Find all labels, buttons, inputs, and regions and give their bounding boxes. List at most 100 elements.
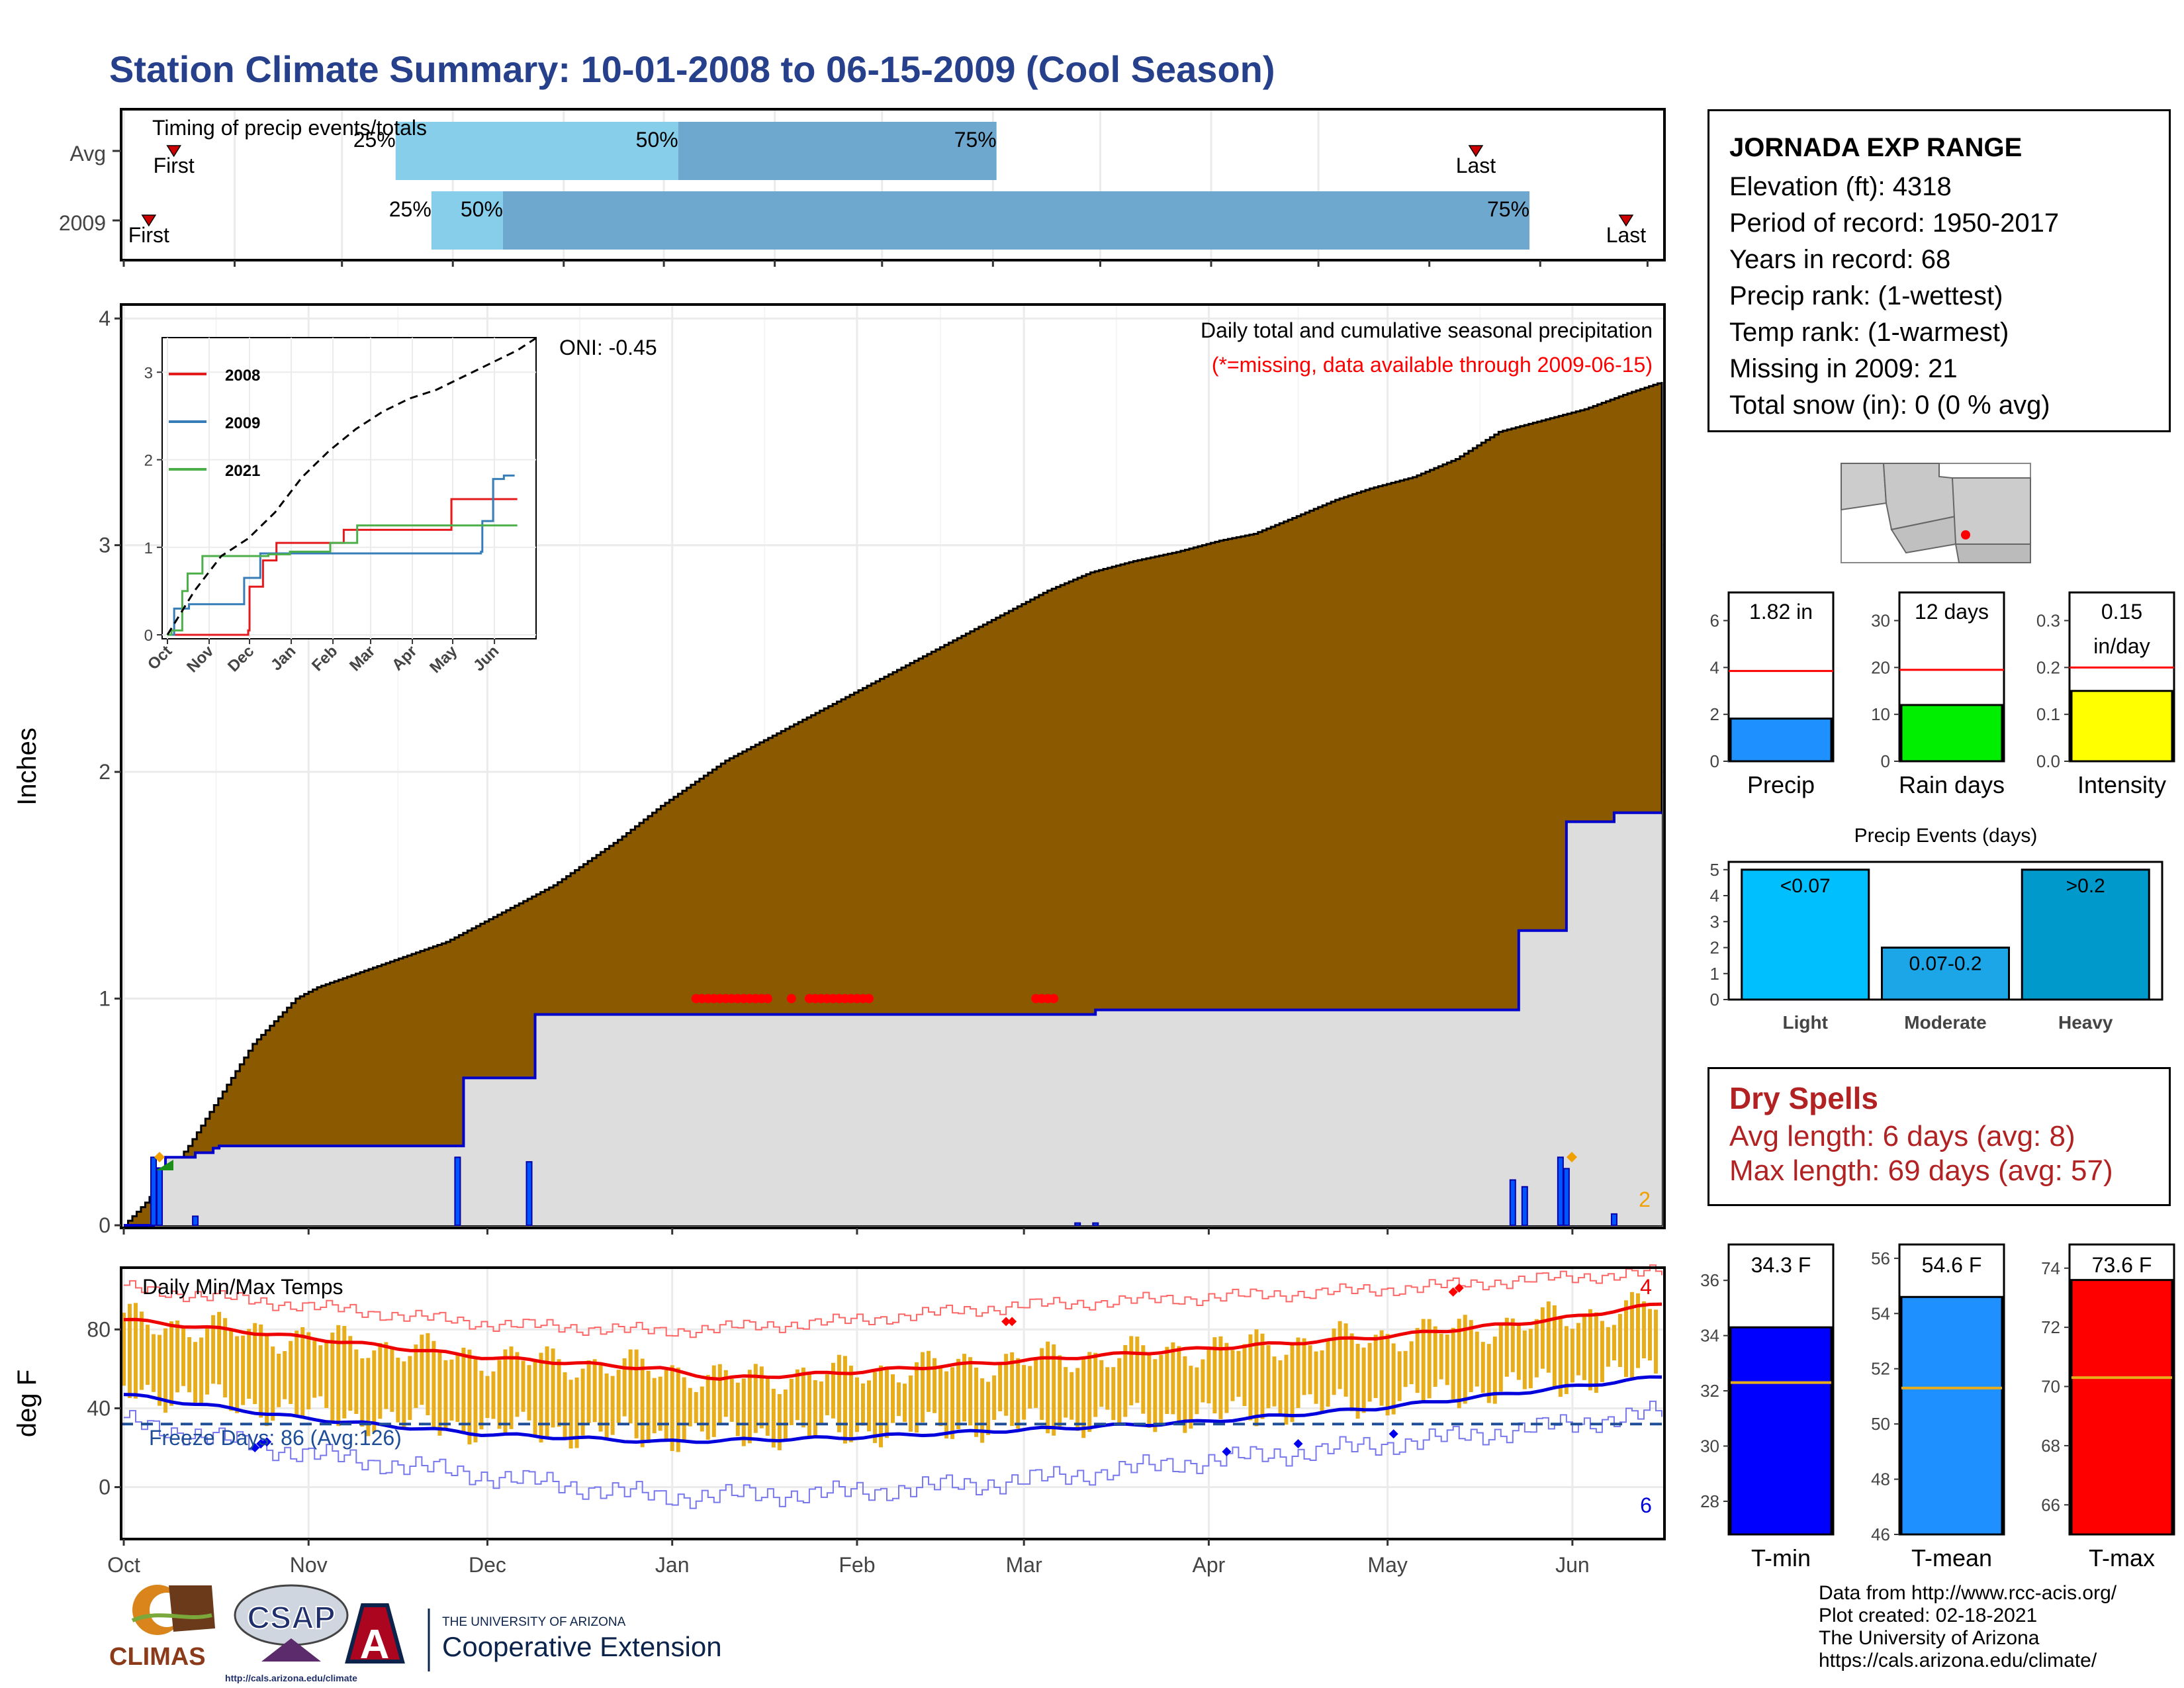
temp-summary-bar — [2070, 1279, 2173, 1536]
y-tick-label: 0 — [1710, 990, 1719, 1009]
daily-temp-bar — [747, 1370, 752, 1444]
daily-temp-bar — [378, 1342, 383, 1419]
daily-temp-bar — [580, 1368, 585, 1436]
daily-temp-bar — [390, 1348, 394, 1412]
daily-temp-bar — [1564, 1326, 1569, 1394]
daily-temp-bar — [1212, 1337, 1217, 1414]
daily-temp-bar — [527, 1365, 531, 1421]
daily-temp-bar — [414, 1344, 418, 1409]
daily-temp-bar — [122, 1313, 126, 1386]
p75-label: 75% — [954, 128, 997, 152]
daily-temp-bar — [1260, 1333, 1265, 1419]
daily-temp-bar — [461, 1347, 466, 1434]
daily-temp-bar — [551, 1348, 555, 1428]
daily-temp-bar — [1594, 1312, 1598, 1393]
y-tick-label: 48 — [1871, 1470, 1890, 1489]
temp-summary-value: 34.3 F — [1751, 1253, 1811, 1277]
daily-temp-bar — [1046, 1341, 1050, 1434]
daily-temp-bar — [1004, 1354, 1009, 1416]
daily-temp-bar — [211, 1315, 216, 1384]
event-category: Heavy — [2058, 1012, 2113, 1033]
daily-temp-bar — [765, 1377, 770, 1436]
daily-temp-bar — [563, 1372, 567, 1438]
daily-temp-bar — [700, 1386, 704, 1432]
daily-temp-bar — [1242, 1344, 1247, 1407]
daily-temp-bar — [1236, 1350, 1241, 1397]
station-temp-rank: Temp rank: (1-warmest) — [1729, 318, 2009, 347]
daily-temp-bar — [909, 1375, 913, 1432]
temp-summary-bar — [1900, 1295, 2003, 1536]
daily-temp-bar — [372, 1350, 377, 1432]
daily-temp-bar — [1224, 1342, 1229, 1413]
locator-map — [1841, 463, 2031, 563]
daily-temp-bar — [1623, 1300, 1628, 1378]
daily-temp-bar — [1064, 1367, 1068, 1418]
daily-temp-bar — [1427, 1319, 1432, 1399]
daily-temp-bar — [402, 1361, 406, 1428]
timing-50-75-bar — [678, 122, 997, 180]
daily-temp-bar — [181, 1327, 186, 1386]
raindays-value-label: 12 days — [1915, 600, 1989, 624]
daily-temp-bar — [1635, 1293, 1640, 1368]
daily-temp-bar — [175, 1320, 180, 1393]
daily-temp-bar — [1248, 1334, 1253, 1421]
daily-temp-bar — [723, 1370, 728, 1417]
daily-temp-bar — [711, 1365, 716, 1437]
y-tick-label: 4 — [1710, 657, 1719, 677]
daily-temp-bar — [420, 1335, 424, 1405]
daily-temp-bar — [729, 1378, 734, 1422]
daily-temp-bar — [783, 1389, 788, 1440]
event-category: Moderate — [1904, 1012, 1986, 1033]
daily-temp-bar — [1135, 1336, 1140, 1403]
daily-temp-bar — [1403, 1350, 1408, 1387]
daily-temp-bar — [1075, 1368, 1080, 1431]
daily-temp-bar — [1081, 1358, 1086, 1438]
record-low-marker — [1293, 1439, 1303, 1449]
daily-temp-bar — [992, 1375, 997, 1420]
year-cumulative-area — [124, 812, 1662, 1225]
daily-precip-bar — [192, 1215, 199, 1227]
x-tick-label: Apr — [1193, 1553, 1226, 1577]
credit-line: Data from http://www.rcc-acis.org/ — [1819, 1582, 2117, 1604]
summary-bars: 1.82 in Precip 0 2 4 6 12 days Rain days 0 10 20 30… — [1710, 591, 2175, 798]
record-high-marker — [1001, 1317, 1011, 1327]
daily-temp-bar — [753, 1364, 758, 1433]
daily-temp-bar — [807, 1373, 811, 1437]
daily-temp-bar — [1230, 1350, 1235, 1401]
daily-temp-bar — [1111, 1367, 1116, 1421]
y-tick-label: 28 — [1700, 1491, 1719, 1511]
daily-temp-bar — [688, 1387, 692, 1427]
daily-temp-bar — [443, 1360, 448, 1429]
daily-temp-bar — [956, 1358, 961, 1430]
temp-summary-bars: 34.3 F T-min 28 30 32 34 36 54.6 F T-mean 46 48 50 5… — [1700, 1243, 2175, 1571]
y-tick-label: 0.2 — [2036, 657, 2060, 677]
daily-temp-bar — [1147, 1355, 1152, 1428]
y-tick-label: 66 — [2041, 1495, 2060, 1515]
daily-temp-bar — [265, 1334, 269, 1427]
daily-temp-bar — [229, 1329, 234, 1411]
logos: CLIMAS CSAP http://cals.arizona.edu/clim… — [109, 1584, 722, 1683]
missing-day-marker — [1049, 994, 1059, 1004]
station-precip-rank: Precip rank: (1-wettest) — [1729, 281, 2003, 310]
daily-temp-bar — [842, 1356, 847, 1444]
y-tick-label: 50 — [1871, 1414, 1890, 1434]
daily-temp-bar — [259, 1324, 263, 1418]
daily-temp-bar — [795, 1369, 799, 1421]
daily-temp-bar — [998, 1363, 1003, 1411]
daily-precip-bar — [454, 1156, 461, 1227]
legend-label: 2021 — [225, 462, 260, 480]
precip-value-label: 1.82 in — [1749, 600, 1813, 624]
daily-temp-bar — [1373, 1335, 1378, 1398]
y-tick-label: 70 — [2041, 1377, 2060, 1397]
daily-temp-bar — [491, 1371, 496, 1419]
dry-spells-box: Dry Spells Avg length: 6 days (avg: 8) M… — [1707, 1067, 2171, 1206]
daily-temp-bar — [1421, 1319, 1426, 1401]
daily-temp-bar — [1320, 1350, 1324, 1411]
daily-temp-bar — [1588, 1309, 1592, 1391]
y-tick-label: 3 — [1710, 912, 1719, 931]
daily-temp-bar — [247, 1329, 251, 1399]
precip-events-title: Precip Events (days) — [1854, 825, 2038, 847]
daily-temp-bar — [1409, 1341, 1414, 1385]
daily-temp-bar — [295, 1331, 299, 1415]
daily-temp-bar — [533, 1361, 537, 1436]
